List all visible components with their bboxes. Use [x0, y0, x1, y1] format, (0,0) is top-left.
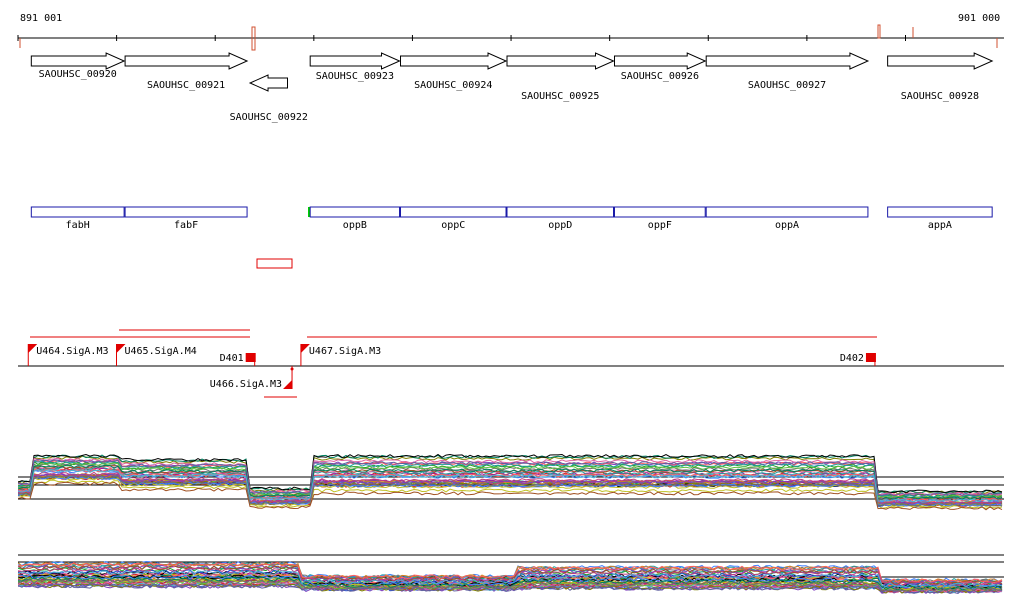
expression-trace — [18, 574, 1003, 590]
gene-locus-label: SAOUHSC_00925 — [521, 91, 599, 102]
gene-arrow[interactable] — [506, 52, 615, 70]
expression-trace — [18, 578, 1003, 592]
expression-trace — [18, 459, 1003, 497]
expression-trace — [18, 481, 1003, 511]
gene-name-label: fabH — [66, 220, 90, 231]
gene-name-box[interactable] — [309, 206, 401, 218]
ruler-marker — [877, 24, 881, 39]
gene-name-box[interactable] — [613, 206, 706, 218]
gene-arrow[interactable] — [400, 52, 508, 70]
ruler-marker — [251, 26, 256, 51]
gene-name-label: oppA — [775, 220, 799, 231]
expression-trace — [18, 471, 1003, 505]
expression-trace — [18, 454, 1003, 494]
promoter-label: U466.SigA.M3 — [210, 379, 282, 390]
gene-locus-label: SAOUHSC_00924 — [414, 80, 492, 91]
terminator-label: D401 — [220, 353, 244, 364]
gene-arrow[interactable] — [124, 52, 249, 70]
expression-trace — [18, 570, 1002, 588]
gene-name-box[interactable] — [506, 206, 615, 218]
promoter-flag[interactable] — [283, 380, 293, 389]
terminator-marker[interactable] — [245, 353, 256, 362]
start-coordinate: 891 001 — [20, 13, 63, 24]
promoter-terminator-track: U464.SigA.M3 U465.SigA.M4 U467.SigA.M3 U466… — [18, 329, 1004, 398]
expression-trace — [18, 479, 1003, 509]
expression-track-2 — [18, 554, 1004, 595]
expression-trace — [18, 464, 1003, 500]
gene-name-box[interactable] — [400, 206, 507, 218]
expression-trace — [18, 579, 1003, 592]
feature-box — [256, 258, 293, 269]
promoter-flag[interactable] — [28, 344, 38, 353]
promoter-dot — [290, 367, 294, 371]
expression-trace — [18, 473, 1003, 506]
gene-locus-label: SAOUHSC_00921 — [147, 80, 225, 91]
expression-trace — [18, 560, 1003, 583]
expression-trace — [18, 583, 1003, 595]
promoter-label: U467.SigA.M3 — [309, 346, 381, 357]
gene-name-box[interactable] — [30, 206, 125, 218]
promoter-flag[interactable] — [116, 344, 126, 353]
gene-name-track: fabH fabF oppB oppC oppD oppF oppA appA — [30, 206, 993, 231]
gene-name-label: oppC — [441, 220, 465, 231]
expression-trace — [18, 469, 1003, 503]
gene-name-label: oppF — [648, 220, 672, 231]
gene-locus-label: SAOUHSC_00920 — [39, 69, 117, 80]
gene-name-box[interactable] — [887, 206, 993, 218]
gene-arrow[interactable] — [613, 52, 707, 70]
gene-name-box[interactable] — [124, 206, 248, 218]
gene-locus-label: SAOUHSC_00923 — [316, 71, 394, 82]
gene-arrow[interactable] — [887, 52, 994, 70]
expression-trace — [18, 564, 1003, 585]
expression-track-1 — [18, 453, 1004, 511]
gene-name-label: appA — [928, 220, 952, 231]
expression-trace — [18, 561, 1003, 584]
gene-name-box[interactable] — [705, 206, 869, 218]
gene-track: SAOUHSC_00920 SAOUHSC_00921 SAOUHSC_00922 S… — [30, 52, 994, 123]
gene-arrow[interactable] — [248, 74, 289, 92]
expression-trace — [18, 453, 1003, 494]
gene-locus-label: SAOUHSC_00927 — [748, 80, 826, 91]
expression-trace — [18, 567, 1003, 586]
promoter-flag[interactable] — [300, 344, 310, 353]
gene-name-label: fabF — [174, 220, 198, 231]
gene-name-label: oppD — [548, 220, 572, 231]
promoter-label: U464.SigA.M3 — [36, 346, 108, 357]
gene-name-label: oppB — [343, 220, 367, 231]
end-coordinate: 901 000 — [958, 13, 1001, 24]
gene-arrow[interactable] — [705, 52, 870, 70]
terminator-label: D402 — [840, 353, 864, 364]
gene-locus-label: SAOUHSC_00928 — [901, 91, 979, 102]
terminator-marker[interactable] — [865, 353, 876, 362]
gene-arrow[interactable] — [30, 52, 126, 70]
gene-locus-label: SAOUHSC_00922 — [230, 112, 308, 123]
expression-trace — [18, 475, 1002, 507]
promoter-label: U465.SigA.M4 — [125, 346, 197, 357]
coordinate-ruler — [17, 24, 1004, 51]
gene-locus-label: SAOUHSC_00926 — [621, 71, 699, 82]
gene-arrow[interactable] — [309, 52, 401, 70]
